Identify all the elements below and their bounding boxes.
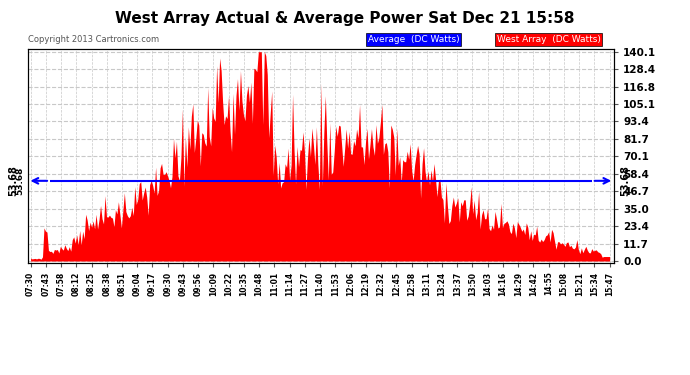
Text: 53.68: 53.68 bbox=[620, 165, 630, 196]
Text: 53.68: 53.68 bbox=[16, 166, 25, 195]
Text: Average  (DC Watts): Average (DC Watts) bbox=[368, 35, 460, 44]
Text: Copyright 2013 Cartronics.com: Copyright 2013 Cartronics.com bbox=[28, 35, 159, 44]
Text: 53.68: 53.68 bbox=[9, 165, 19, 196]
Text: West Array  (DC Watts): West Array (DC Watts) bbox=[497, 35, 601, 44]
Text: West Array Actual & Average Power Sat Dec 21 15:58: West Array Actual & Average Power Sat De… bbox=[115, 11, 575, 26]
